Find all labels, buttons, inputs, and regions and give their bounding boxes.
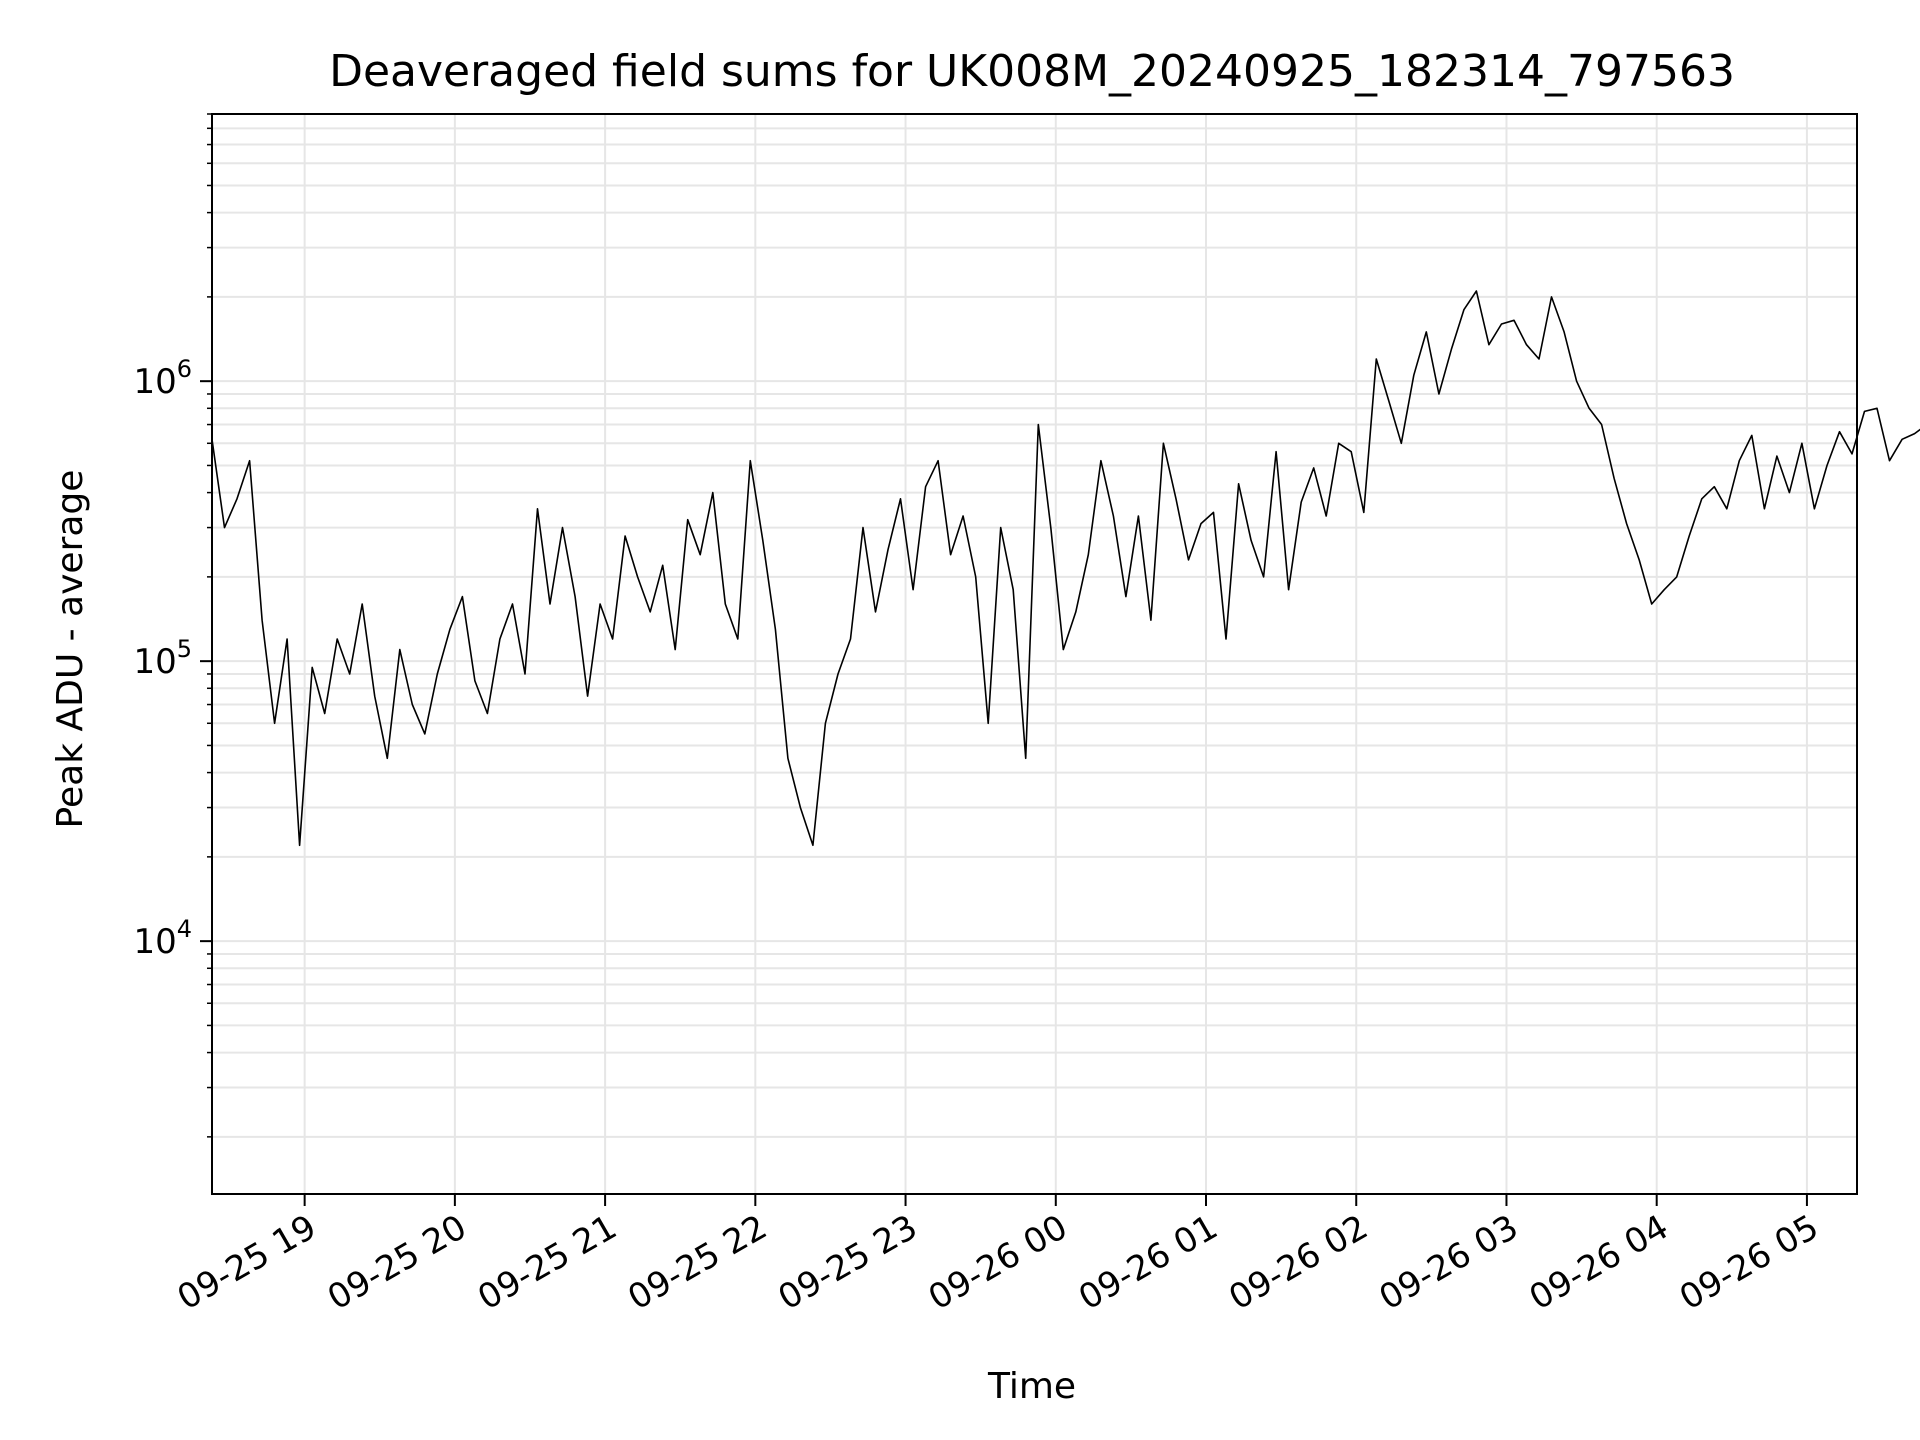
chart-title: Deaveraged field sums for UK008M_2024092…: [329, 46, 1735, 97]
y-axis-ticks: 104 105 106: [133, 113, 212, 1138]
x-axis-label: Time: [987, 1366, 1076, 1407]
line-series: [211, 290, 1920, 847]
y-tick-label: 104: [133, 915, 192, 962]
data-series-line: [211, 290, 1920, 847]
y-tick-label: 106: [133, 355, 192, 402]
y-tick-label: 105: [133, 635, 192, 682]
y-axis-label: Peak ADU - average: [50, 470, 91, 829]
plot-area-frame: [211, 113, 1858, 1195]
